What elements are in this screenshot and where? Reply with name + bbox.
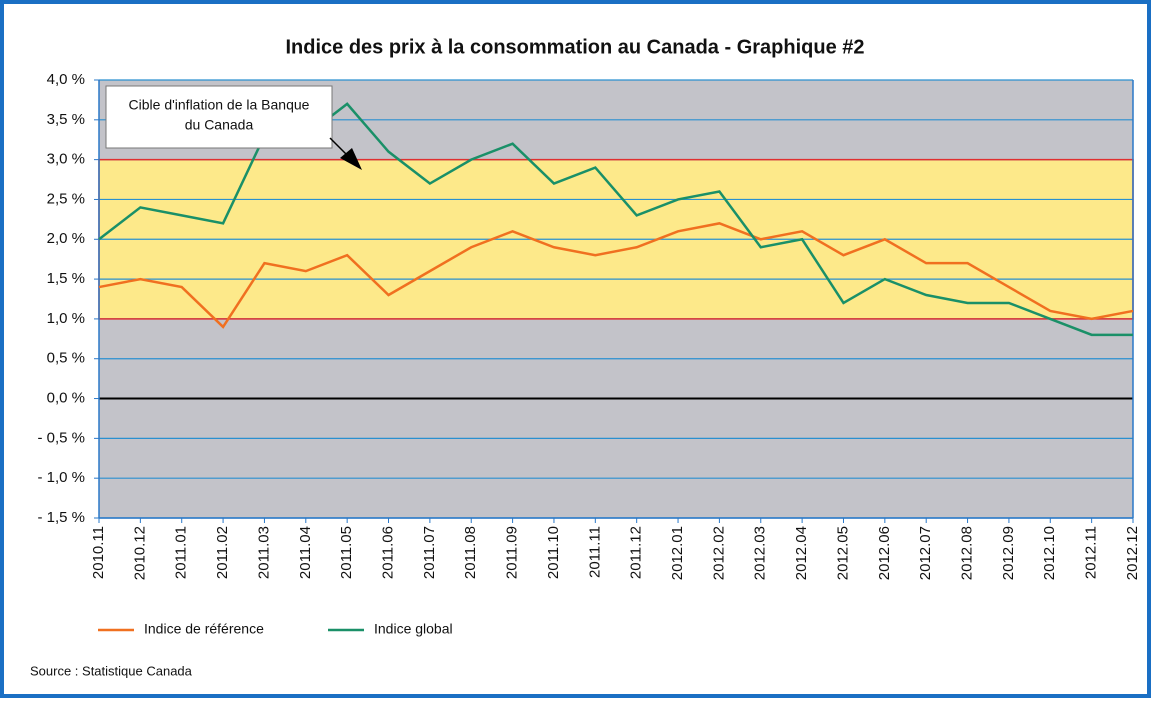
x-tick-label: 2011.10 — [545, 526, 562, 579]
x-tick-label: 2012.02 — [710, 526, 727, 580]
chart-title: Indice des prix à la consommation au Can… — [285, 36, 864, 58]
y-tick-label: 4,0 % — [47, 71, 85, 88]
annotation-text: du Canada — [185, 117, 254, 133]
x-tick-label: 2010.12 — [131, 526, 148, 580]
x-tick-label: 2012.09 — [1000, 526, 1017, 580]
legend-label: Indice global — [374, 621, 453, 637]
y-tick-label: - 1,5 % — [37, 509, 85, 526]
annotation: Cible d'inflation de la Banque du Canada — [105, 85, 362, 170]
y-tick-label: 1,5 % — [47, 270, 85, 287]
x-tick-label: 2011.07 — [421, 526, 438, 579]
x-tick-label: 2011.08 — [462, 526, 479, 579]
x-tick-label: 2012.08 — [959, 526, 976, 580]
x-tick-label: 2012.10 — [1041, 526, 1058, 580]
x-tick-label: 2011.03 — [255, 526, 272, 579]
x-tick-label: 2012.07 — [917, 526, 934, 580]
x-tick-label: 2011.05 — [338, 526, 355, 579]
x-tick-label: 2011.06 — [379, 526, 396, 579]
annotation-text: Cible d'inflation de la Banque — [129, 97, 310, 113]
legend-label: Indice de référence — [144, 621, 264, 637]
annotation-arrow — [329, 137, 349, 157]
x-tick-label: 2011.09 — [504, 526, 521, 579]
y-tick-label: 0,0 % — [47, 390, 85, 407]
x-tick-label: 2012.11 — [1083, 526, 1100, 579]
y-tick-label: 2,0 % — [47, 230, 85, 247]
annotation-arrowhead — [340, 148, 362, 170]
y-tick-label: 2,5 % — [47, 190, 85, 207]
x-tick-label: 2012.05 — [834, 526, 851, 580]
y-tick-label: 1,0 % — [47, 310, 85, 327]
series-line — [98, 222, 1134, 329]
x-tick-label: 2012.04 — [793, 526, 810, 580]
x-tick-label: 2012.06 — [876, 526, 893, 580]
x-tick-label: 2010.11 — [90, 526, 107, 579]
x-tick-label: 2011.12 — [628, 526, 645, 579]
y-tick-label: 3,5 % — [47, 111, 85, 128]
source: Source : Statistique Canada — [30, 663, 193, 678]
x-tick-label: 2011.01 — [173, 526, 190, 579]
x-tick-label: 2012.03 — [752, 526, 769, 580]
y-tick-label: 3,0 % — [47, 151, 85, 168]
y-tick-label: 0,5 % — [47, 350, 85, 367]
x-tick-label: 2011.11 — [586, 526, 603, 578]
annotation-box — [105, 85, 333, 149]
x-tick-label: 2012.01 — [669, 526, 686, 580]
y-tick-label: - 0,5 % — [37, 429, 85, 446]
x-tick-label: 2012.12 — [1124, 526, 1141, 580]
y-tick-label: - 1,0 % — [37, 469, 85, 486]
x-tick-label: 2011.04 — [297, 526, 314, 579]
x-tick-label: 2011.02 — [214, 526, 231, 579]
